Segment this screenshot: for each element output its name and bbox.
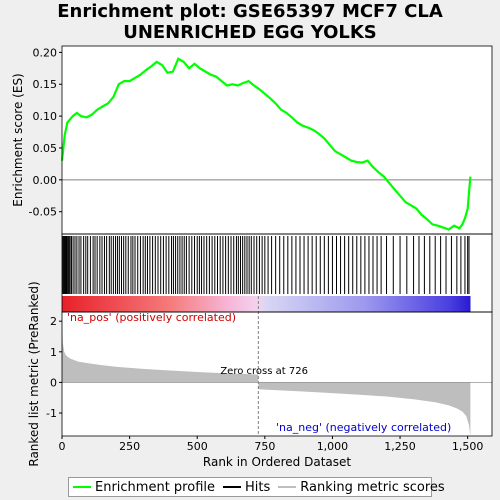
es-ytick-label-4: 0.15: [33, 78, 58, 91]
xtick-label-0: 0: [59, 440, 66, 453]
chart-title-line2: UNENRICHED EGG YOLKS: [123, 22, 377, 43]
x-axis-label: Rank in Ordered Dataset: [203, 455, 351, 469]
zero-cross-label: Zero cross at 726: [220, 366, 308, 377]
es-ytick-label-1: 0.00: [33, 174, 58, 187]
legend-swatch-hits: [223, 486, 241, 488]
legend-swatch-enrichment: [73, 486, 91, 488]
legend-item-hits: Hits: [223, 480, 270, 495]
rank-ytick-label-0: -1: [46, 407, 57, 420]
legend-item-ranking: Ranking metric scores: [278, 479, 445, 495]
ranking-panel-border: [61, 311, 493, 437]
rank-ytick-label-2: 1: [50, 346, 57, 359]
chart-title: Enrichment plot: GSE65397 MCF7 CLA UNENR…: [0, 1, 500, 43]
legend-label-enrichment: Enrichment profile: [95, 479, 215, 495]
es-ytick-label-3: 0.10: [33, 110, 58, 123]
na-pos-label: 'na_pos' (positively correlated): [67, 311, 236, 324]
hits-panel: [62, 234, 492, 296]
es-panel: [62, 46, 492, 234]
rank-ytick-label-3: 2: [50, 315, 57, 328]
legend: Enrichment profile Hits Ranking metric s…: [68, 477, 445, 497]
es-ytick-label-5: 0.20: [33, 46, 58, 59]
es-ytick-label-2: 0.05: [33, 142, 58, 155]
enrichment-profile-line: [60, 57, 472, 231]
rank-ytick-label-1: 0: [50, 376, 57, 389]
xtick-label-3: 750: [254, 440, 275, 453]
xtick-label-1: 250: [119, 440, 140, 453]
xtick-label-5: 1,250: [384, 440, 416, 453]
legend-label-hits: Hits: [245, 479, 271, 495]
ranking-metric-area: [62, 315, 471, 436]
legend-label-ranking: Ranking metric scores: [300, 479, 445, 495]
legend-item-enrichment: Enrichment profile: [73, 480, 215, 495]
rank-y-axis-label: Ranked list metric (PreRanked): [27, 281, 41, 466]
xtick-label-6: 1,500: [452, 440, 484, 453]
chart-title-line1: Enrichment plot: GSE65397 MCF7 CLA: [57, 1, 443, 22]
xtick-label-2: 500: [187, 440, 208, 453]
correlation-bar: [62, 296, 492, 312]
es-ytick-label-0: -0.05: [29, 206, 57, 219]
xtick-label-4: 1,000: [317, 440, 349, 453]
es-y-axis-label: Enrichment score (ES): [11, 73, 25, 206]
na-neg-label: 'na_neg' (negatively correlated): [276, 421, 451, 434]
legend-swatch-ranking: [278, 486, 297, 488]
